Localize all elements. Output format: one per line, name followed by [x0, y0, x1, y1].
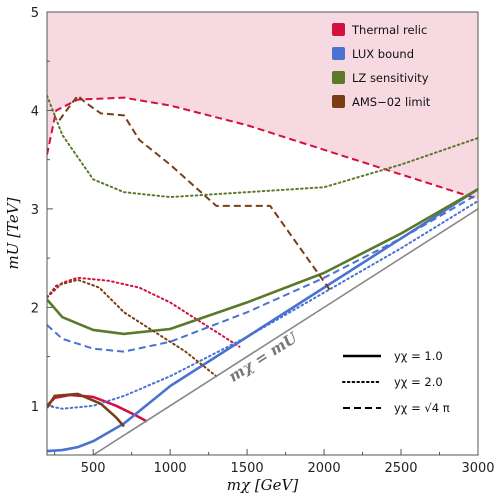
legend-swatch [332, 71, 345, 84]
legend-swatch [332, 23, 345, 36]
x-tick-label: 2000 [308, 461, 341, 476]
series-line-1 [47, 276, 241, 348]
x-tick-label: 500 [81, 461, 106, 476]
excluded-region-fill [47, 12, 478, 200]
style-legend-label: yχ = 1.0 [394, 349, 443, 363]
series-line-5 [47, 193, 478, 353]
legend-label: AMS−02 limit [352, 95, 431, 109]
series-line-0 [47, 96, 478, 200]
series-line-8 [47, 392, 125, 428]
legend-swatch [332, 47, 345, 60]
series-lines [47, 94, 478, 455]
legend-label: LZ sensitivity [352, 71, 429, 85]
series-line-10 [58, 94, 333, 294]
diagonal-annotation: mχ = mU [225, 328, 301, 386]
legend-label: Thermal relic [351, 23, 427, 37]
x-tick-label: 2500 [384, 461, 417, 476]
legend: Thermal relic LUX bound LZ sensitivity AMS−… [332, 23, 431, 109]
series-line-4 [47, 200, 478, 410]
y-tick-label: 3 [31, 203, 39, 218]
series-line-3 [47, 188, 478, 453]
y-axis-label: mU [TeV] [4, 197, 22, 269]
x-axis-label: mχ [GeV] [227, 476, 299, 494]
series-line-6 [47, 188, 478, 336]
series-line-7 [47, 94, 478, 199]
x-tick-label: 1000 [154, 461, 187, 476]
excluded-region [47, 12, 478, 200]
y-tick-label: 2 [31, 301, 39, 316]
legend-swatch [332, 95, 345, 108]
series-line-11 [92, 208, 478, 455]
style-legend-label: yχ = 2.0 [394, 375, 443, 389]
series-line-9 [47, 278, 218, 378]
y-tick-label: 4 [31, 104, 39, 119]
axis-ticks: 500 1000 1500 2000 2500 3000 1 2 3 4 5 [31, 6, 495, 476]
x-tick-label: 3000 [461, 461, 494, 476]
style-legend: yχ = 1.0 yχ = 2.0 yχ = √4 π [342, 349, 450, 415]
y-tick-label: 5 [31, 6, 39, 21]
y-tick-label: 1 [31, 400, 39, 415]
x-tick-label: 1500 [231, 461, 264, 476]
plot-frame [46, 11, 479, 456]
style-legend-label: yχ = √4 π [394, 401, 450, 415]
legend-label: LUX bound [352, 47, 414, 61]
